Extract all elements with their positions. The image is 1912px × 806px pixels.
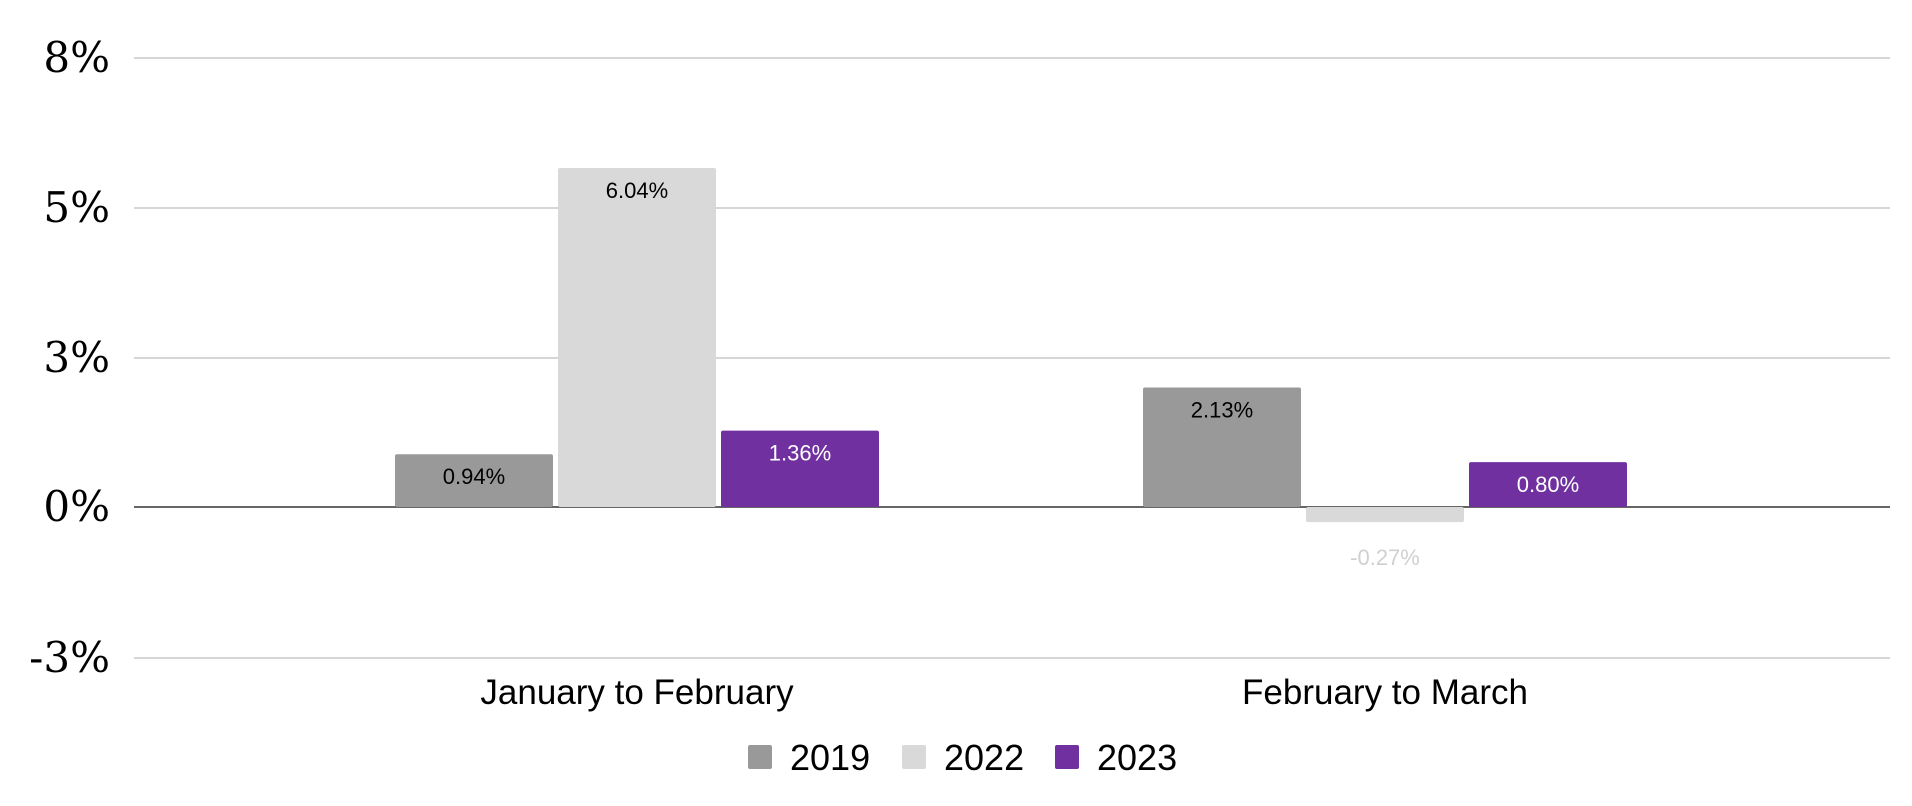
bar-2019-1 [395, 454, 553, 507]
legend-label-2019: 2019 [790, 737, 870, 778]
x-axis: January to February February to March [480, 673, 1528, 712]
bar-2022-2 [1306, 507, 1464, 523]
y-tick-label: 3% [43, 333, 110, 382]
y-axis: 8% 5% 3% 0% -3% [29, 33, 110, 682]
data-label: 6.04% [606, 178, 668, 203]
y-tick-label: -3% [29, 633, 110, 682]
bars [395, 168, 1627, 523]
data-labels: 0.94% 6.04% 1.36% 2.13% -0.27% 0.80% [443, 178, 1579, 570]
y-tick-label: 5% [43, 183, 110, 232]
bar-2022-1 [558, 168, 716, 507]
legend-swatch-2023 [1055, 745, 1079, 769]
bar-2023-2 [1469, 462, 1627, 507]
data-label: -0.27% [1350, 545, 1420, 570]
legend-label-2023: 2023 [1097, 737, 1177, 778]
gridlines [134, 57, 1890, 659]
bar-2019-2 [1143, 387, 1301, 507]
y-tick-label: 0% [43, 482, 110, 531]
data-label: 2.13% [1191, 397, 1253, 422]
legend-swatch-2022 [902, 745, 926, 769]
x-category-label: February to March [1242, 673, 1528, 712]
data-label: 0.94% [443, 464, 505, 489]
legend-label-2022: 2022 [944, 737, 1024, 778]
bar-2023-1 [721, 430, 879, 507]
x-category-label: January to February [480, 673, 794, 712]
legend: 2019 2022 2023 [748, 737, 1177, 778]
legend-swatch-2019 [748, 745, 772, 769]
y-tick-label: 8% [43, 33, 110, 82]
data-label: 0.80% [1517, 472, 1579, 497]
data-label: 1.36% [769, 441, 831, 466]
